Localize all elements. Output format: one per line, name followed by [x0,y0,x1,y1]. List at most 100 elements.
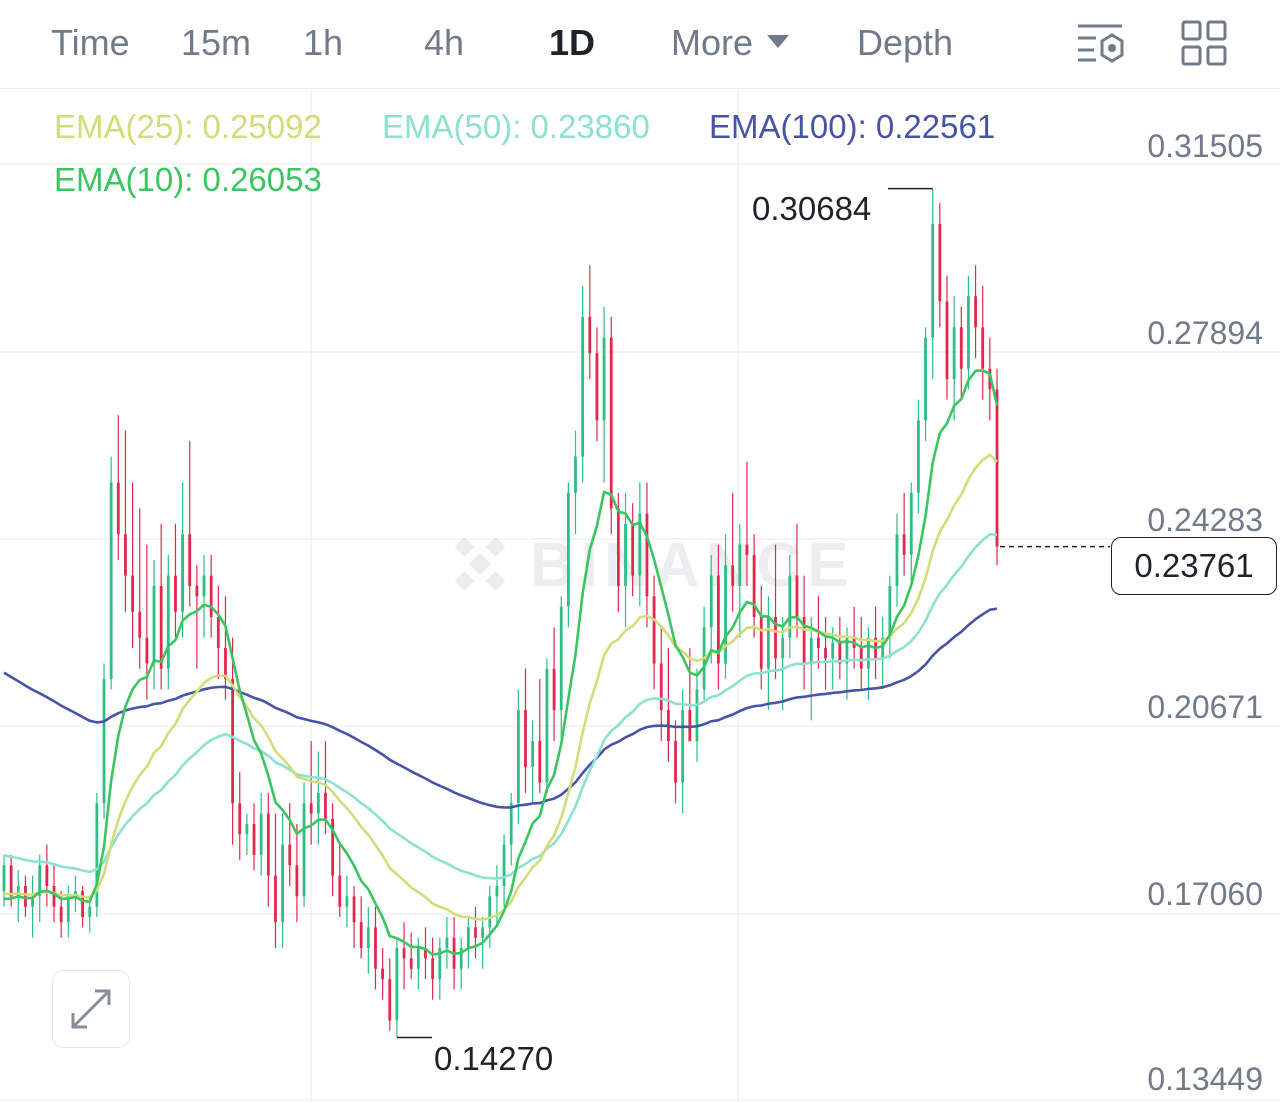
candle-body [302,803,306,897]
fullscreen-button[interactable] [52,970,130,1048]
candle-body [224,648,227,680]
candle-body [516,710,520,804]
indicator-settings-icon [1078,24,1124,63]
candle-body [566,492,570,607]
y-tick-label: 0.17060 [1147,876,1263,912]
ema-lines [3,369,999,956]
candle-body [81,891,84,918]
candle-body [366,927,370,949]
candle-body [631,523,635,576]
candle-body [131,575,134,612]
candle-body [352,896,356,923]
candle-body [609,337,613,509]
candle-body [488,896,492,928]
candle-body [416,948,420,969]
legend-ema50-value: 0.23860 [530,108,650,145]
candle-body [431,958,435,980]
legend-ema10-label: EMA(10) [54,161,185,198]
candle-body [281,844,285,923]
candle-body [459,948,463,969]
legend-ema50-label: EMA(50) [382,108,513,145]
candle-body [424,948,427,959]
more-dropdown[interactable]: More [671,22,790,64]
candle-body [917,420,920,493]
legend-ema50: EMA(50): 0.23860 [382,108,650,145]
candle-body [781,637,785,659]
expand-icon [71,989,111,1029]
candle-body [659,663,663,711]
candle-body [681,710,685,783]
ema10-line [3,369,999,956]
layout-grid-button[interactable] [1178,18,1232,70]
candle-body [745,544,749,555]
low-price-label: 0.14270 [434,1040,554,1077]
y-tick-label: 0.24283 [1147,502,1263,538]
tab-1h[interactable]: 1h [303,22,344,63]
candle-body [831,642,835,659]
candle-body [738,544,742,586]
tab-15m[interactable]: 15m [181,22,252,63]
candle-body [759,616,763,669]
candle-body [195,585,199,597]
candle-body [16,885,20,897]
candle-body [109,482,113,680]
candle-body [24,885,27,907]
candle-body [931,223,935,338]
legend-ema25: EMA(25): 0.25092 [54,108,322,145]
y-tick-label: 0.31505 [1147,128,1263,164]
candlestick-chart[interactable]: BINANCE [0,88,1280,1102]
candle-body [324,792,327,819]
candle-body [59,906,63,923]
candle-body [774,616,777,659]
candle-body [716,575,720,664]
candle-body [209,575,213,617]
candle-body [924,337,927,421]
y-tick-label: 0.27894 [1147,315,1263,351]
candle-body [145,637,149,664]
candle-body [231,679,235,804]
candle-body [902,534,906,555]
candle-body [652,596,656,664]
candle-body [545,668,549,783]
legend-ema10-value: 0.26053 [202,161,322,198]
tab-depth[interactable]: Depth [857,22,954,63]
candle-body [838,642,842,664]
candle-body [309,803,313,814]
timeframe-toolbar: Time 15m 1h 4h 1D More Depth [0,0,1280,89]
candle-body [952,327,956,380]
candle-body [845,637,849,664]
candle-body [88,906,92,918]
candle-body [266,813,270,876]
tab-4h[interactable]: 4h [424,22,465,63]
tab-time[interactable]: Time [51,22,130,63]
candle-body [588,316,592,354]
candle-body [395,948,399,1021]
candle-body [645,513,649,597]
candle-body [52,885,56,907]
candle-body [245,823,249,835]
candle-body [295,865,299,897]
ema25-line [3,453,998,921]
candle-body [817,637,820,649]
candle-body [531,741,535,767]
y-tick-label: 0.13449 [1147,1061,1263,1097]
candle-body [766,616,770,669]
candle-body [638,513,642,576]
candle-body [138,611,142,638]
candle-body [809,637,813,664]
candle-body [624,523,627,586]
candle-body [602,337,606,421]
candle-body [495,885,499,897]
candle-body [409,958,413,969]
candle-body [152,585,156,664]
tab-1d[interactable]: 1D [549,22,596,63]
candle-body [967,296,970,369]
candle-body [359,922,363,949]
candle-body [174,575,177,612]
candle-body [316,792,320,814]
indicator-settings-button[interactable] [1074,18,1128,70]
candle-body [116,482,120,535]
candle-body [788,575,792,638]
candle-body [945,301,949,380]
legend-ema25-value: 0.25092 [202,108,322,145]
